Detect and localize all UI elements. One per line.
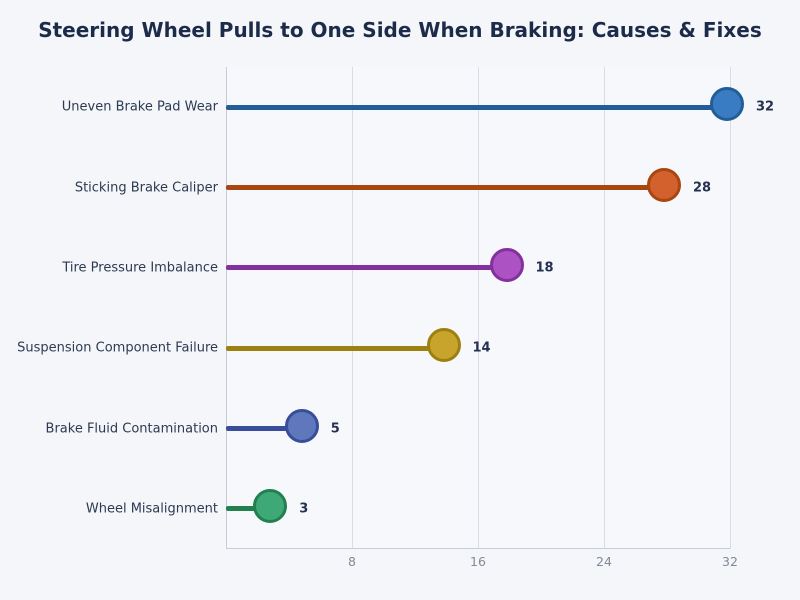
category-label: Sticking Brake Caliper <box>74 180 218 195</box>
value-label: 32 <box>756 99 775 115</box>
value-label: 14 <box>472 340 491 356</box>
lollipop-stem <box>226 345 447 351</box>
x-tick-label: 24 <box>596 554 612 569</box>
lollipop-dot <box>284 408 319 443</box>
chart-title: Steering Wheel Pulls to One Side When Br… <box>38 18 762 42</box>
lollipop-dot <box>426 328 461 363</box>
x-axis-line <box>226 548 730 549</box>
category-label: Wheel Misalignment <box>85 501 218 517</box>
x-tick-label: 32 <box>722 554 738 569</box>
lollipop-dot <box>647 167 681 202</box>
gridline <box>603 67 605 549</box>
category-label: Tire Pressure Imbalance <box>62 260 218 276</box>
lollipop-stem <box>226 265 510 271</box>
gridline <box>729 67 731 549</box>
category-label: Suspension Component Failure <box>17 340 218 356</box>
x-tick-label: 16 <box>470 554 486 569</box>
category-label: Uneven Brake Pad Wear <box>61 99 218 115</box>
gridline <box>477 67 479 549</box>
category-label: Brake Fluid Contamination <box>45 421 218 436</box>
lollipop-dot <box>710 87 744 122</box>
lollipop-stem <box>226 426 305 431</box>
lollipop-dot <box>253 488 288 523</box>
y-axis-labels: Uneven Brake Pad Wear Sticking Brake Cali… <box>0 0 218 600</box>
plot-area: 32 28 18 14 5 3 <box>226 67 774 549</box>
x-tick-label: 8 <box>348 554 356 569</box>
value-label: 3 <box>299 501 309 517</box>
y-axis-line <box>226 67 227 549</box>
lollipop-stem <box>226 104 730 110</box>
value-label: 5 <box>330 421 340 436</box>
lollipop-stem <box>226 506 274 512</box>
lollipop-dot <box>489 247 524 282</box>
value-label: 18 <box>535 260 554 276</box>
value-label: 28 <box>693 180 712 195</box>
lollipop-stem <box>226 185 667 190</box>
gridline <box>351 67 353 549</box>
